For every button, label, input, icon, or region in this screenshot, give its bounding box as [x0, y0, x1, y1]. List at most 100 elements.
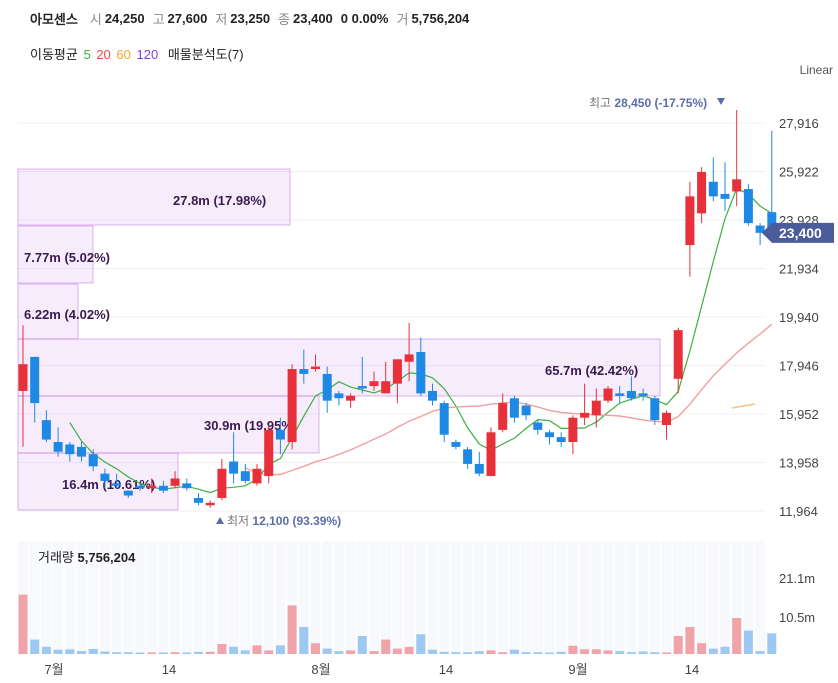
- candle-body: [65, 444, 75, 455]
- indicator-legend[interactable]: 이동평균 5 20 60 120 매물분석도(7): [30, 44, 246, 63]
- candle-body: [170, 478, 180, 486]
- candle-body: [369, 381, 379, 387]
- volume-bar: [369, 651, 379, 654]
- volume-bar: [732, 618, 742, 654]
- volume-bar: [673, 636, 683, 654]
- volume-bar: [662, 652, 671, 654]
- volume-bar: [509, 649, 519, 654]
- volume-bar: [65, 649, 75, 654]
- y-tick-label: 21,934: [779, 262, 819, 277]
- volume-bar: [568, 645, 578, 654]
- volume-bar: [135, 652, 145, 654]
- candle-body: [685, 196, 695, 246]
- candle-body: [18, 364, 28, 391]
- scale-mode-toggle[interactable]: Linear: [799, 63, 833, 77]
- candle-body: [147, 485, 157, 489]
- candle-body: [591, 400, 601, 416]
- volume-bar: [615, 651, 625, 654]
- candle-body: [439, 403, 449, 435]
- candle-body: [30, 356, 40, 404]
- volume-bar: [100, 651, 110, 654]
- high-annotation: 최고 28,450 (-17.75%): [589, 96, 707, 110]
- volume-bar: [334, 651, 344, 654]
- candle-body: [404, 354, 414, 362]
- volume-bar: [708, 648, 718, 654]
- x-tick-label: 7월: [44, 662, 63, 677]
- volume-bar: [638, 651, 648, 654]
- x-tick-label: 14: [439, 662, 453, 677]
- volume-title-label: 거래량: [38, 550, 74, 565]
- candle-body: [755, 225, 765, 233]
- volume-bar: [30, 639, 40, 654]
- candle-body: [580, 412, 590, 418]
- volume-bar: [697, 643, 707, 654]
- candle-body: [463, 449, 473, 464]
- ma60-line: [731, 403, 756, 409]
- candle-body: [205, 502, 215, 506]
- candle-body: [381, 381, 391, 394]
- volume-bar: [41, 646, 51, 654]
- volume-bar: [392, 648, 402, 654]
- x-tick-label: 14: [162, 662, 176, 677]
- volume-bar: [158, 652, 168, 654]
- y-tick-label: 11,964: [779, 504, 818, 519]
- volume-bar: [591, 649, 601, 654]
- volume-profile-bar: [17, 225, 94, 284]
- volume-title: 거래량 5,756,204: [38, 547, 135, 566]
- volume-bar: [311, 643, 320, 654]
- volume-bar: [685, 627, 695, 654]
- candle-body: [322, 373, 332, 401]
- candle-body: [428, 390, 437, 401]
- volume-bar: [240, 650, 250, 654]
- volume-value: 5,756,204: [411, 10, 470, 26]
- volume-profile-bar: [17, 283, 79, 340]
- candle-body: [545, 432, 554, 438]
- candle-body: [392, 359, 402, 384]
- y-tick-label: 25,922: [779, 165, 819, 180]
- change-value: 0 0.00%: [340, 10, 389, 26]
- candle-body: [334, 393, 344, 399]
- volume-profile-bar: [17, 168, 291, 226]
- candle-body: [697, 172, 707, 214]
- candle-body: [287, 369, 297, 443]
- volume-bar: [18, 594, 28, 654]
- volume-bar: [463, 652, 473, 654]
- volume-bar: [451, 652, 461, 654]
- y-tick-label: 15,952: [779, 407, 819, 422]
- y-tick-label: 17,946: [779, 359, 819, 374]
- candle-body: [556, 437, 566, 443]
- volume-bar: [299, 627, 309, 654]
- high-marker: [717, 98, 725, 105]
- volume-bar: [650, 652, 660, 654]
- volume-bar: [357, 636, 367, 654]
- low-marker: [216, 517, 224, 524]
- candle-body: [650, 398, 660, 421]
- volume-bar: [720, 646, 730, 654]
- candle-body: [252, 468, 262, 484]
- volume-profile-label: 6.22m (4.02%): [24, 307, 110, 322]
- candle-body: [498, 403, 508, 430]
- high-label: 고: [152, 11, 165, 27]
- volume-profile-label: 7.77m (5.02%): [24, 250, 110, 265]
- volume-profile-label: 16.4m (10.61%): [62, 477, 155, 492]
- candle-body: [509, 398, 519, 418]
- close-label: 종: [278, 11, 291, 27]
- ma20-line: [245, 323, 773, 476]
- high-value: 27,600: [167, 10, 208, 26]
- candle-body: [615, 393, 625, 396]
- candle-body: [603, 388, 613, 401]
- y-tick-label: 19,940: [779, 310, 819, 325]
- candle-body: [533, 422, 543, 430]
- volume-bar: [147, 652, 157, 654]
- x-tick-label: 8월: [311, 662, 330, 677]
- volume-bar: [322, 648, 332, 654]
- volume-title-value: 5,756,204: [77, 550, 136, 565]
- ma-20: 20: [96, 47, 111, 62]
- candle-body: [708, 181, 718, 197]
- volume-bar: [112, 652, 122, 654]
- ma-120: 120: [136, 47, 159, 62]
- volume-bar: [533, 652, 543, 654]
- candle-body: [732, 179, 742, 192]
- volume-bar: [194, 651, 203, 654]
